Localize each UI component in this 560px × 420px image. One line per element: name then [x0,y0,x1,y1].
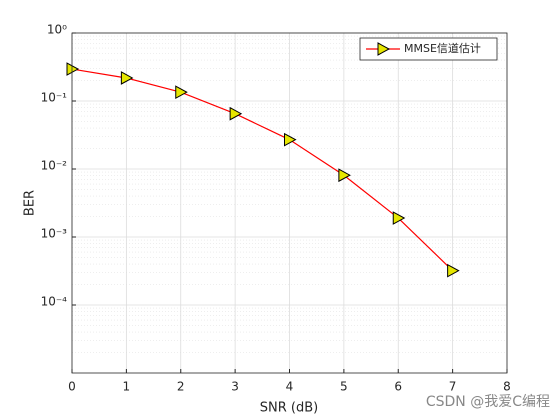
marker [447,263,460,278]
marker [284,132,297,147]
marker [392,211,406,225]
legend-label: MMSE信道估计 [404,41,481,55]
series-line [71,68,454,272]
marker [338,168,351,183]
y-axis-label: BER [23,190,38,216]
x-axis-label: SNR (dB) [260,401,318,416]
marker [66,62,80,76]
x-tick-label: 1 [123,380,131,394]
y-tick-label: 10⁰ [47,23,67,37]
x-tick-label: 4 [286,380,294,394]
watermark: CSDN @我爱C编程 [426,394,550,410]
x-tick-label: 6 [394,380,402,394]
x-tick-label: 8 [503,380,511,394]
marker [229,106,243,121]
legend-marker [377,42,391,56]
y-tick-label: 10⁻² [41,159,68,173]
y-tick-label: 10⁻¹ [41,91,68,105]
x-tick-label: 0 [68,380,76,394]
legend-box [359,37,498,61]
marker [120,71,134,85]
y-tick-label: 10⁻⁴ [41,295,68,309]
x-tick-label: 3 [231,380,239,394]
x-tick-label: 7 [449,380,457,394]
y-tick-label: 10⁻³ [41,227,68,241]
marker [175,85,188,99]
x-tick-label: 2 [177,380,185,394]
axes-box [71,32,508,374]
x-tick-label: 5 [340,380,348,394]
